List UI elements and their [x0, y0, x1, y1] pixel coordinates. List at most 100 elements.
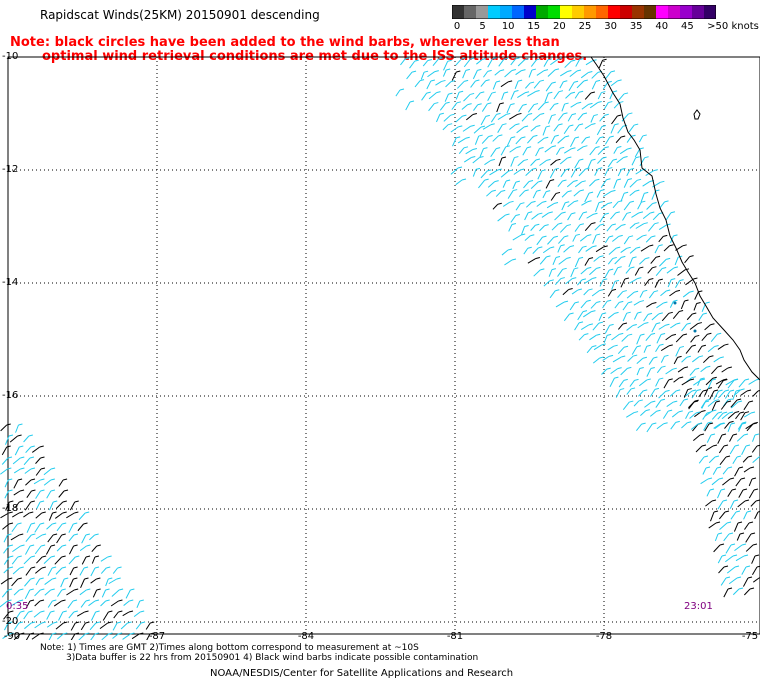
- wind-barb-flag: [684, 299, 689, 302]
- wind-barb: [120, 622, 128, 630]
- wind-barb-flag: [540, 112, 545, 115]
- wind-barb: [587, 160, 592, 170]
- wind-barb: [607, 290, 613, 297]
- wind-barb: [533, 80, 541, 89]
- wind-barb-flag: [722, 378, 728, 381]
- wind-barb: [536, 70, 545, 76]
- wind-barb-flag: [41, 544, 46, 547]
- wind-barb: [732, 390, 737, 401]
- wind-barb: [663, 245, 670, 252]
- wind-barb-flag: [477, 68, 482, 71]
- wind-barb-flag: [668, 311, 673, 314]
- wind-barb: [547, 236, 555, 245]
- wind-barb-flag: [8, 522, 14, 525]
- wind-barb-flag: [583, 79, 588, 82]
- wind-barb-flag: [40, 489, 45, 492]
- wind-barb: [492, 203, 499, 210]
- wind-barb-flag: [490, 158, 495, 161]
- wind-barb-flag: [535, 158, 541, 161]
- wind-barb-flag: [662, 266, 667, 269]
- wind-barb-flag: [487, 169, 492, 172]
- wind-barb: [77, 523, 84, 532]
- wind-barb: [677, 269, 686, 276]
- wind-barb-flag: [723, 565, 729, 568]
- wind-barb-flag: [588, 70, 593, 73]
- wind-barb: [562, 289, 569, 296]
- wind-barb: [90, 578, 97, 584]
- wind-barb-flag: [20, 610, 25, 613]
- latitude-label: -18: [2, 503, 19, 514]
- wind-barb: [643, 346, 648, 353]
- wind-barb: [659, 258, 667, 267]
- wind-barb: [54, 556, 63, 565]
- wind-barb-flag: [705, 301, 710, 304]
- wind-barb-flag: [39, 500, 45, 503]
- wind-barb-flag: [591, 158, 596, 161]
- wind-barb: [436, 114, 441, 123]
- wind-barb-flag: [628, 301, 633, 304]
- wind-barb-flag: [74, 588, 79, 591]
- wind-barb-flag: [700, 378, 706, 381]
- wind-barb: [509, 124, 516, 130]
- wind-barb: [702, 412, 708, 420]
- wind-barb-flag: [456, 136, 461, 139]
- wind-barb: [702, 356, 710, 364]
- wind-barb-flag: [609, 135, 614, 138]
- wind-barb: [698, 390, 704, 398]
- wind-barb-flag: [52, 566, 57, 569]
- wind-barb-flag: [485, 114, 490, 117]
- wind-barb: [550, 58, 559, 66]
- wind-barb-flag: [669, 244, 674, 247]
- wind-barb-flag: [546, 255, 551, 258]
- wind-barb-flag: [632, 256, 637, 259]
- wind-barb-flag: [695, 367, 700, 370]
- wind-barb-flag: [679, 279, 684, 282]
- wind-barb: [539, 225, 546, 232]
- wind-barb-flag: [658, 244, 663, 247]
- wind-barb: [607, 312, 615, 319]
- wind-barb: [26, 523, 32, 533]
- wind-barb-flag: [636, 246, 641, 249]
- wind-barb-flag: [643, 289, 648, 292]
- longitude-label: -84: [297, 631, 315, 642]
- wind-barb: [617, 169, 622, 177]
- wind-barb-flag: [668, 409, 673, 412]
- wind-barb-flag: [575, 233, 581, 236]
- wind-barb: [711, 478, 720, 486]
- wind-barb-flag: [546, 158, 551, 161]
- wind-barb: [442, 69, 447, 77]
- wind-barb-flag: [18, 423, 23, 426]
- wind-barb-flag: [629, 400, 634, 403]
- wind-barb-flag: [635, 156, 640, 159]
- wind-barb-flag: [84, 577, 89, 580]
- wind-barb: [527, 136, 534, 144]
- wind-barb: [620, 368, 628, 376]
- wind-barb: [629, 223, 636, 229]
- wind-barb-flag: [626, 211, 632, 214]
- wind-barb: [615, 225, 622, 231]
- wind-barb-flag: [517, 112, 522, 115]
- wind-barb-flag: [445, 101, 450, 104]
- wind-barb-flag: [713, 389, 719, 392]
- wind-barb: [58, 490, 65, 498]
- wind-barb-flag: [582, 310, 588, 313]
- wind-barb: [422, 60, 429, 67]
- wind-barb: [660, 290, 667, 297]
- wind-barb-flag: [739, 532, 745, 535]
- wind-barb: [645, 170, 655, 176]
- wind-barb-flag: [701, 409, 706, 412]
- wind-barb: [635, 423, 643, 432]
- wind-barb: [645, 236, 652, 243]
- wind-barb: [688, 401, 695, 409]
- wind-barb: [14, 622, 20, 630]
- wind-barb-flag: [718, 389, 723, 392]
- wind-barb-flag: [8, 478, 13, 481]
- wind-barb: [136, 600, 141, 608]
- wind-barb-flag: [595, 146, 600, 149]
- wind-barb-flag: [560, 146, 565, 149]
- wind-barb: [531, 213, 539, 220]
- wind-barb-flag: [696, 389, 701, 391]
- wind-barb-flag: [501, 189, 506, 192]
- wind-barb-flag: [617, 114, 622, 117]
- wind-barb: [23, 611, 29, 620]
